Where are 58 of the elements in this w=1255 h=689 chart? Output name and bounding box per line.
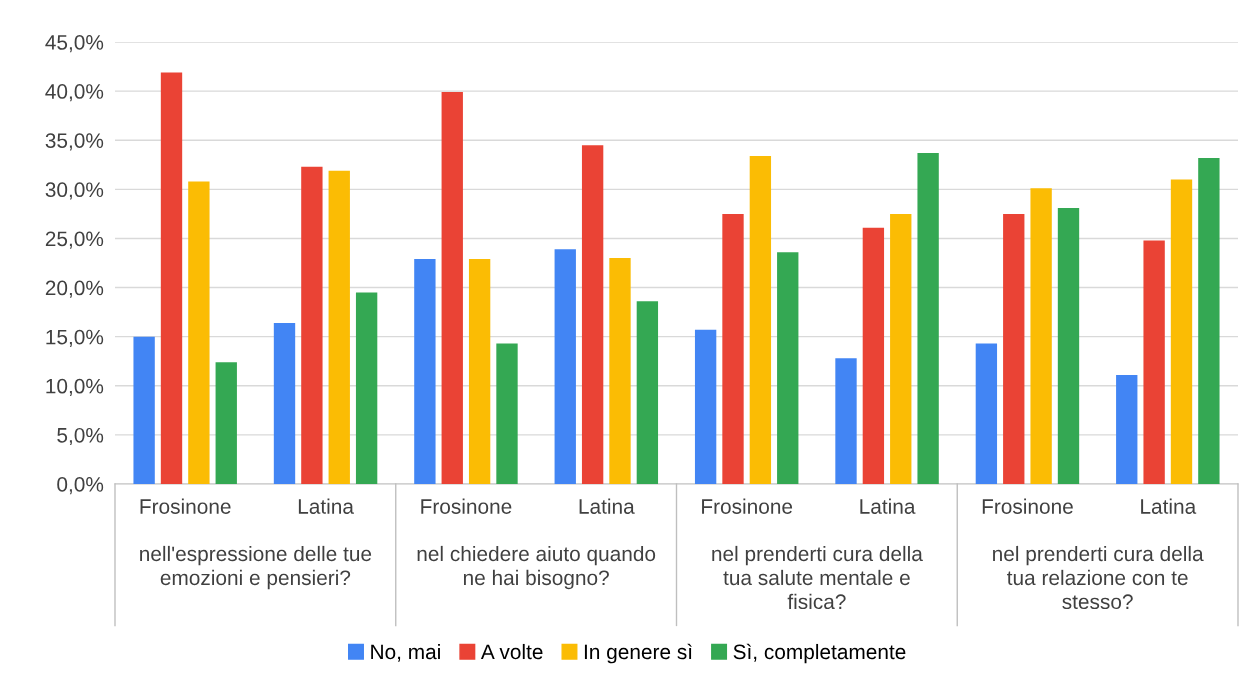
x-tick-label: Frosinone bbox=[702, 498, 793, 514]
y-tick-label: 10,0% bbox=[46, 378, 104, 396]
y-tick-label: 0,0% bbox=[57, 477, 104, 495]
bar bbox=[1057, 208, 1080, 484]
text: nell'espressione delle tue emozioni e pensieri? bbox=[140, 545, 372, 590]
x-tick-label: Latina bbox=[579, 498, 635, 514]
bar bbox=[694, 329, 717, 484]
y-tick-label: 40,0% bbox=[45, 84, 104, 102]
bar bbox=[890, 213, 912, 484]
y-tick-label: 15,0% bbox=[46, 329, 104, 347]
legend-label: A volte bbox=[480, 643, 543, 660]
y-tick-label: 25,0% bbox=[45, 231, 104, 249]
text: nel prenderti cura della tua salute mentale e fisica? bbox=[712, 545, 923, 610]
bar bbox=[1198, 157, 1220, 484]
bar bbox=[862, 227, 885, 484]
bar bbox=[133, 336, 155, 484]
bar bbox=[777, 252, 799, 484]
y-tick-label: 5,0% bbox=[57, 427, 104, 446]
x-tick-label: Latina bbox=[860, 498, 916, 514]
bar bbox=[301, 166, 323, 484]
bar bbox=[975, 343, 998, 484]
x-tick-label: Frosinone bbox=[140, 498, 231, 514]
bar bbox=[581, 145, 604, 484]
bar bbox=[160, 72, 183, 484]
x-tick-label: Frosinone bbox=[982, 498, 1073, 514]
bar bbox=[273, 322, 296, 484]
bar bbox=[636, 301, 659, 484]
x-tick-label: Latina bbox=[1141, 498, 1197, 514]
bar bbox=[722, 213, 744, 484]
bar bbox=[749, 155, 772, 484]
bar bbox=[215, 362, 237, 484]
x-tick-label: Latina bbox=[298, 498, 354, 514]
bar bbox=[188, 181, 210, 484]
bar bbox=[441, 92, 463, 484]
bar bbox=[1116, 374, 1138, 484]
text: nel prenderti cura della tua relazione con te stesso? bbox=[993, 545, 1204, 610]
bar bbox=[835, 358, 857, 484]
bar bbox=[1003, 213, 1025, 484]
bar bbox=[917, 152, 939, 484]
bar bbox=[414, 259, 436, 484]
bar bbox=[1030, 188, 1052, 484]
legend-label: In genere sì bbox=[584, 643, 692, 664]
y-tick-label: 30,0% bbox=[45, 182, 104, 200]
text: nel chiedere aiuto quando ne hai bisogno? bbox=[417, 545, 656, 590]
bar bbox=[328, 170, 350, 484]
bar bbox=[1170, 179, 1193, 484]
bar bbox=[468, 259, 491, 484]
bar bbox=[496, 343, 518, 484]
legend-label: Sì, completamente bbox=[733, 643, 906, 664]
y-tick-label: 35,0% bbox=[45, 133, 104, 151]
y-tick-label: 45,0% bbox=[45, 35, 104, 53]
bar bbox=[609, 258, 631, 484]
bar bbox=[1143, 240, 1165, 484]
bar bbox=[355, 292, 378, 484]
bar bbox=[554, 249, 576, 484]
x-tick-label: Frosinone bbox=[421, 498, 512, 514]
y-tick-label: 20,0% bbox=[45, 280, 104, 298]
legend-label: No, mai bbox=[371, 643, 440, 662]
